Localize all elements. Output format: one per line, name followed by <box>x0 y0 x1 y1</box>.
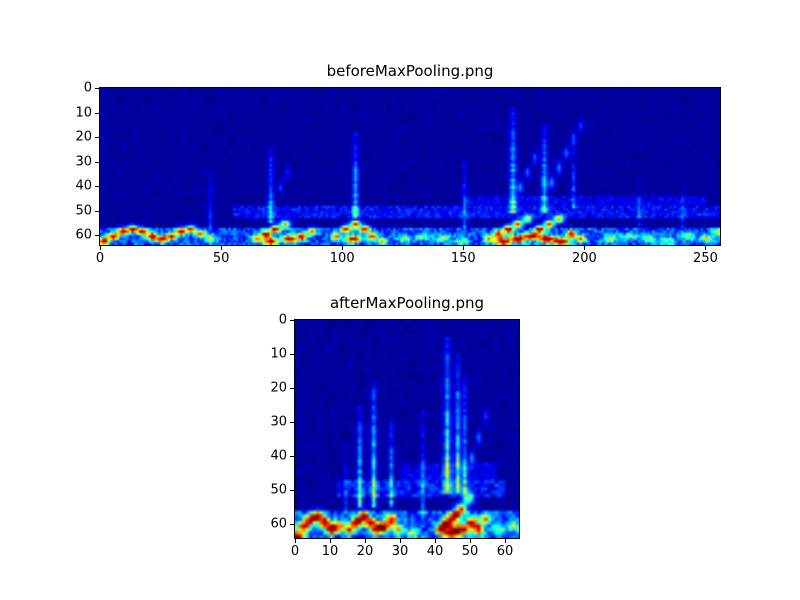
x-tick-mark <box>435 539 436 543</box>
x-tick-mark <box>100 246 101 250</box>
x-tick-mark <box>400 539 401 543</box>
x-tick-label: 60 <box>496 544 514 559</box>
y-tick-label: 50 <box>75 203 92 219</box>
x-tick-label: 150 <box>450 251 476 266</box>
y-tick-label: 10 <box>270 346 287 362</box>
y-tick-label: 50 <box>270 482 287 498</box>
x-tick-label: 20 <box>356 544 374 559</box>
x-tick-mark <box>365 539 366 543</box>
plot-title: beforeMaxPooling.png <box>326 62 494 80</box>
y-tick-mark <box>95 112 99 114</box>
y-tick-label: 40 <box>270 448 287 464</box>
x-tick-label: 0 <box>95 251 105 266</box>
x-tick-label: 10 <box>321 544 339 559</box>
y-tick-mark <box>290 456 294 458</box>
x-tick-mark <box>705 246 707 250</box>
y-tick-label: 10 <box>75 105 92 121</box>
y-tick-label: 60 <box>270 516 287 532</box>
y-tick-label: 30 <box>270 414 287 430</box>
x-tick-label: 250 <box>693 251 718 266</box>
x-tick-mark <box>342 246 344 250</box>
x-tick-mark <box>470 539 471 543</box>
x-tick-mark <box>221 246 223 250</box>
y-tick-mark <box>290 490 294 492</box>
y-tick-label: 0 <box>83 80 92 96</box>
y-tick-mark <box>290 320 294 321</box>
y-tick-mark <box>95 161 99 163</box>
y-tick-label: 20 <box>270 380 287 396</box>
x-tick-label: 30 <box>391 544 409 559</box>
x-tick-label: 50 <box>461 544 479 559</box>
y-tick-label: 20 <box>75 129 92 145</box>
x-tick-label: 40 <box>426 544 444 559</box>
spectrogram-canvas <box>294 319 520 539</box>
x-tick-label: 100 <box>329 251 355 266</box>
y-tick-label: 60 <box>75 227 92 243</box>
y-tick-label: 40 <box>75 178 92 194</box>
y-tick-mark <box>290 422 294 424</box>
y-tick-mark <box>95 210 99 212</box>
y-tick-mark <box>95 186 99 188</box>
x-tick-label: 200 <box>571 251 597 266</box>
y-tick-mark <box>95 235 99 237</box>
y-tick-mark <box>290 354 294 356</box>
spectrogram-canvas <box>99 87 721 246</box>
x-tick-mark <box>584 246 586 250</box>
x-tick-mark <box>505 539 506 543</box>
y-tick-mark <box>95 137 99 139</box>
x-tick-mark <box>295 539 296 543</box>
x-tick-label: 50 <box>212 251 230 266</box>
y-tick-label: 0 <box>278 312 287 328</box>
plot-title: afterMaxPooling.png <box>329 294 485 312</box>
x-tick-mark <box>330 539 331 543</box>
x-tick-mark <box>463 246 465 250</box>
y-tick-label: 30 <box>75 154 92 170</box>
x-tick-label: 0 <box>290 544 300 559</box>
y-tick-mark <box>95 88 99 89</box>
y-tick-mark <box>290 524 294 526</box>
y-tick-mark <box>290 388 294 390</box>
